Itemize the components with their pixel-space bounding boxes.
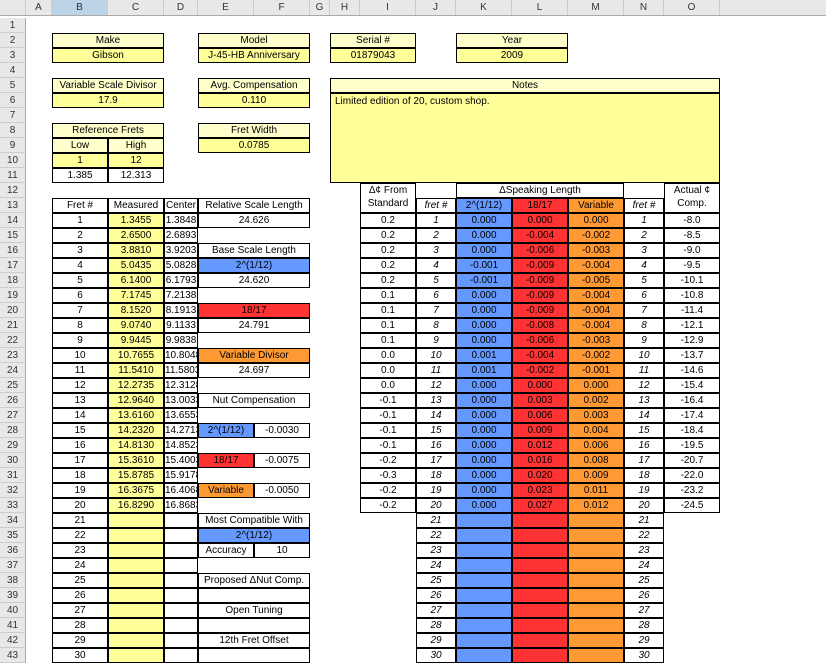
column-headers: ABCDEFGHIJKLMNO: [0, 0, 826, 16]
row-headers: 1234567891011121314151617181920212223242…: [0, 18, 26, 663]
spreadsheet: ABCDEFGHIJKLMNO 123456789101112131415161…: [0, 0, 826, 16]
